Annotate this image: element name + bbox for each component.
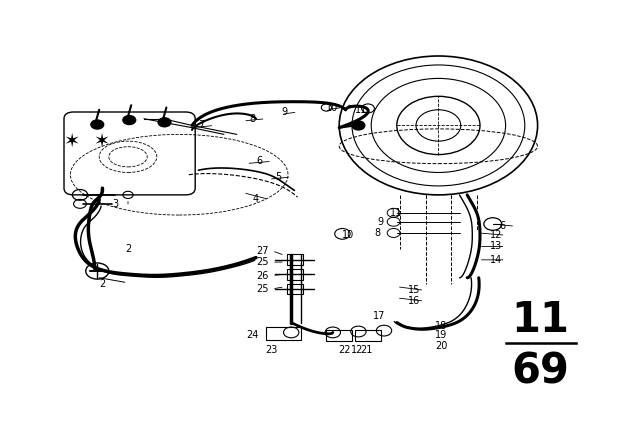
Text: 23: 23 [266, 345, 278, 355]
Circle shape [123, 116, 136, 125]
Text: 22: 22 [338, 345, 351, 355]
Text: 13: 13 [490, 241, 502, 251]
Text: 9: 9 [282, 107, 288, 117]
Circle shape [352, 121, 365, 130]
Bar [287, 269, 303, 280]
Text: 25: 25 [256, 284, 269, 294]
Text: 18: 18 [435, 321, 447, 331]
Text: 17: 17 [372, 311, 385, 321]
Text: 11: 11 [355, 105, 367, 115]
Text: 10: 10 [342, 230, 355, 240]
Text: 6: 6 [256, 156, 262, 166]
Text: 9: 9 [378, 217, 384, 227]
Text: ✶  ✶: ✶ ✶ [64, 132, 110, 151]
Text: 6: 6 [499, 221, 506, 231]
Text: 7: 7 [198, 121, 205, 130]
Text: 21: 21 [360, 345, 372, 355]
Bar [326, 330, 352, 341]
Text: 8: 8 [250, 114, 256, 124]
Text: 16: 16 [408, 296, 420, 306]
Text: 24: 24 [246, 330, 259, 340]
Bar [355, 330, 381, 341]
Text: 2: 2 [99, 280, 106, 289]
Text: 25: 25 [256, 257, 269, 267]
Text: 26: 26 [256, 271, 268, 280]
Text: 11: 11 [512, 299, 570, 341]
Bar [266, 327, 301, 340]
Bar [287, 254, 303, 265]
Text: 3: 3 [112, 199, 118, 209]
Circle shape [91, 120, 104, 129]
Text: 5: 5 [275, 172, 282, 182]
Text: 69: 69 [512, 351, 570, 393]
Text: 8: 8 [374, 228, 381, 238]
Circle shape [158, 118, 171, 127]
Text: 14: 14 [490, 255, 502, 265]
Text: 4: 4 [253, 194, 259, 204]
Bar [287, 284, 303, 294]
Text: 15: 15 [408, 285, 420, 295]
Text: 11: 11 [390, 208, 403, 218]
Text: 19: 19 [435, 330, 447, 340]
Text: 12: 12 [490, 230, 502, 240]
Text: 12: 12 [351, 345, 363, 355]
Text: 2: 2 [125, 244, 131, 254]
Text: 27: 27 [256, 246, 269, 256]
Text: 20: 20 [435, 341, 447, 351]
Text: 10: 10 [326, 103, 339, 112]
